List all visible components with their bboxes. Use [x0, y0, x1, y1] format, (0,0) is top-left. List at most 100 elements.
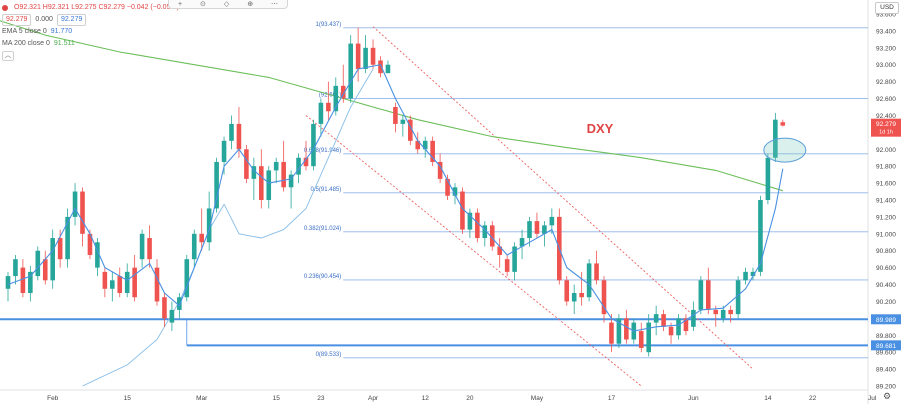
collapse-legend-icon[interactable]: ︿	[2, 51, 14, 61]
candle[interactable]	[452, 187, 458, 196]
candle[interactable]	[765, 157, 771, 200]
candle[interactable]	[512, 246, 517, 272]
candle[interactable]	[773, 119, 778, 158]
candle[interactable]	[489, 225, 495, 247]
candle[interactable]	[348, 43, 353, 99]
candle[interactable]	[95, 242, 100, 268]
candle[interactable]	[191, 233, 197, 260]
candle[interactable]	[177, 297, 182, 310]
candle[interactable]	[199, 233, 204, 243]
candle[interactable]	[72, 191, 78, 217]
candle[interactable]	[42, 259, 48, 281]
candle[interactable]	[87, 233, 93, 255]
candle[interactable]	[57, 238, 63, 260]
candle[interactable]	[236, 123, 242, 150]
candle[interactable]	[460, 191, 465, 230]
candle[interactable]	[80, 191, 85, 234]
candle[interactable]	[5, 276, 11, 289]
candle[interactable]	[579, 293, 584, 298]
candle[interactable]	[475, 212, 480, 239]
candle[interactable]	[586, 263, 592, 298]
candle[interactable]	[415, 140, 421, 150]
candle[interactable]	[110, 280, 115, 289]
candle[interactable]	[296, 157, 301, 175]
sell-button[interactable]: 92.279	[2, 14, 32, 26]
candle[interactable]	[624, 318, 629, 340]
candle[interactable]	[661, 314, 666, 327]
candle[interactable]	[154, 267, 160, 302]
candle[interactable]	[355, 43, 361, 69]
candle[interactable]	[311, 123, 316, 167]
candle[interactable]	[340, 85, 346, 99]
toolbar-shape-icon[interactable]: ◇	[223, 1, 230, 8]
candle[interactable]	[139, 233, 145, 260]
toolbar-eye-icon[interactable]: ⊙	[200, 1, 206, 8]
candle[interactable]	[422, 140, 428, 150]
candle[interactable]	[363, 47, 368, 69]
candle[interactable]	[676, 318, 681, 336]
candle[interactable]	[527, 221, 532, 239]
candle[interactable]	[571, 293, 577, 302]
candle[interactable]	[780, 122, 786, 126]
candle[interactable]	[184, 259, 190, 298]
candle[interactable]	[728, 309, 733, 315]
toolbar-add-icon[interactable]: +	[177, 0, 183, 8]
candle[interactable]	[445, 178, 450, 196]
candle[interactable]	[214, 161, 219, 209]
candle[interactable]	[497, 246, 502, 255]
candle[interactable]	[720, 309, 726, 319]
candle[interactable]	[221, 140, 227, 162]
candle[interactable]	[102, 271, 108, 289]
candle[interactable]	[750, 271, 756, 277]
candle[interactable]	[534, 221, 540, 234]
candle[interactable]	[244, 149, 249, 179]
candle[interactable]	[743, 271, 748, 281]
candle[interactable]	[147, 238, 152, 260]
candle[interactable]	[13, 259, 18, 277]
candle[interactable]	[326, 102, 331, 112]
candle[interactable]	[698, 280, 704, 310]
highlight-ellipse[interactable]	[763, 137, 807, 163]
candle[interactable]	[132, 267, 137, 298]
candle[interactable]	[318, 102, 324, 124]
ma-legend[interactable]: MA 200 close 0 91.511	[2, 38, 179, 50]
price-axis[interactable]	[868, 0, 904, 404]
candle[interactable]	[35, 250, 41, 277]
candle[interactable]	[281, 161, 286, 188]
buy-button[interactable]: 92.279	[56, 14, 87, 26]
candle[interactable]	[117, 276, 123, 293]
candle[interactable]	[273, 161, 279, 171]
candle[interactable]	[385, 64, 391, 74]
candle[interactable]	[691, 309, 696, 327]
candle[interactable]	[758, 200, 763, 272]
settings-gear-icon[interactable]: ⚙	[883, 391, 892, 401]
candle[interactable]	[259, 166, 264, 200]
candle[interactable]	[20, 267, 26, 293]
toolbar-more-icon[interactable]: ⋯	[271, 1, 279, 8]
candle[interactable]	[668, 326, 674, 336]
candle[interactable]	[65, 216, 70, 260]
candle[interactable]	[609, 322, 614, 344]
candle[interactable]	[564, 280, 570, 302]
candle[interactable]	[601, 280, 607, 315]
candle[interactable]	[437, 161, 443, 179]
candle[interactable]	[408, 119, 413, 141]
candle[interactable]	[594, 263, 599, 281]
candle[interactable]	[542, 225, 547, 234]
candle[interactable]	[124, 271, 130, 293]
ema-legend[interactable]: EMA 5 close 0 91.770	[2, 26, 179, 38]
candle[interactable]	[519, 238, 525, 247]
candle[interactable]	[50, 238, 55, 281]
candle[interactable]	[549, 216, 555, 226]
candle[interactable]	[333, 85, 339, 112]
candle[interactable]	[616, 318, 622, 344]
currency-button[interactable]: USD	[875, 2, 899, 14]
candle[interactable]	[653, 314, 659, 323]
candle[interactable]	[169, 309, 175, 323]
candle[interactable]	[229, 123, 234, 141]
candle[interactable]	[735, 280, 741, 315]
candle[interactable]	[251, 166, 257, 179]
candle[interactable]	[430, 140, 435, 162]
